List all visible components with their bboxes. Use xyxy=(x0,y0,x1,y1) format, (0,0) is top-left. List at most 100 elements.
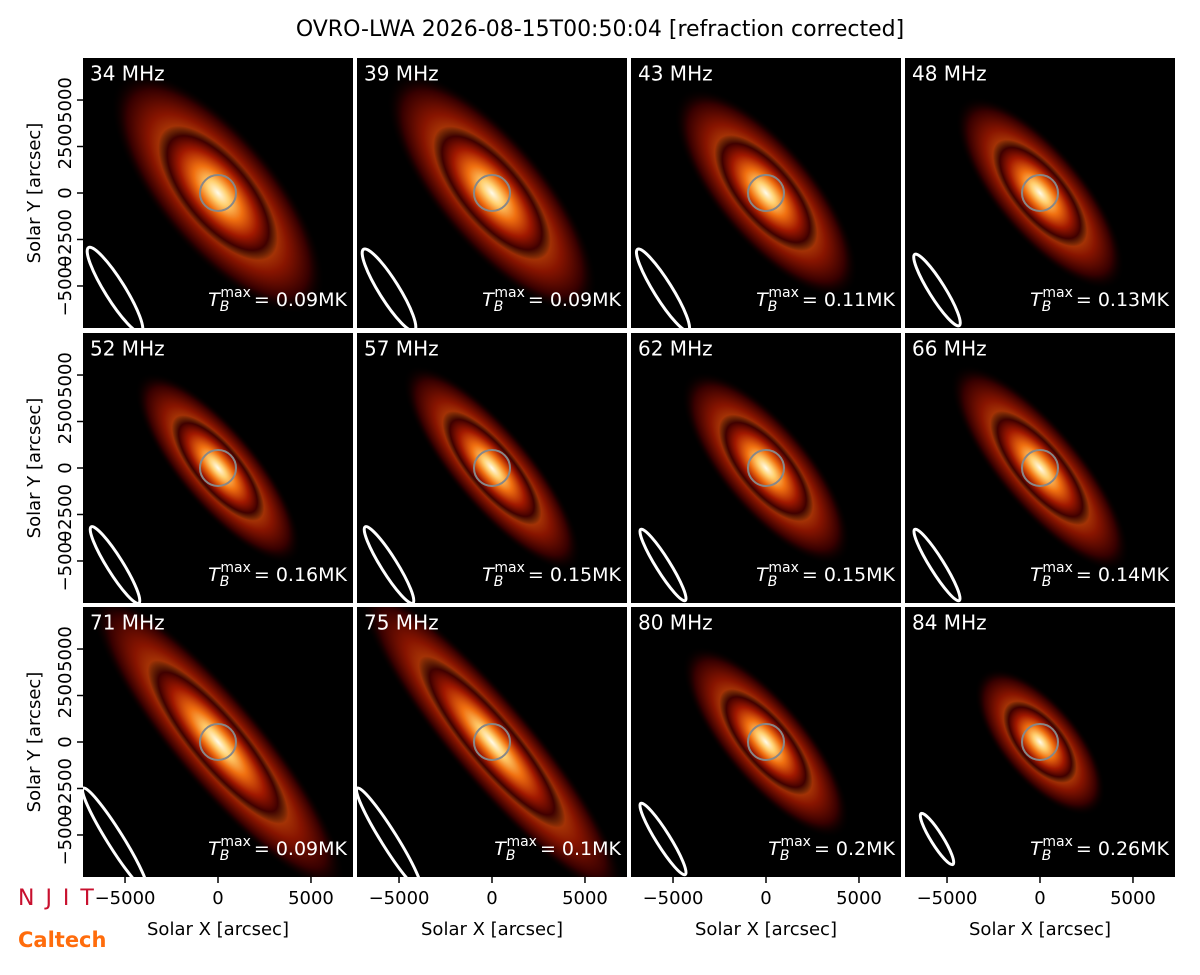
tb-symbol: T xyxy=(1030,564,1043,586)
emission-core xyxy=(418,656,566,828)
y-tick-label: −5000 xyxy=(55,531,76,592)
x-tick-label: 0 xyxy=(760,888,771,909)
tb-superscript: max xyxy=(220,285,251,301)
beam xyxy=(360,247,418,328)
emission-core xyxy=(433,126,551,260)
beam xyxy=(638,527,688,603)
emission-core xyxy=(719,688,813,796)
tb-superscript: max xyxy=(1042,560,1073,576)
tb-max-label: TBmax = 0.15MK xyxy=(482,560,621,590)
tb-max-label: TBmax = 0.09MK xyxy=(482,285,621,315)
tb-superscript: max xyxy=(494,560,525,576)
y-tick-label: 0 xyxy=(55,187,76,198)
figure-title: OVRO-LWA 2026-08-15T00:50:04 [refraction… xyxy=(296,17,904,42)
logo-njit: N J I T xyxy=(18,886,96,911)
panel-label: 75 MHz xyxy=(364,611,439,635)
panel-label: 52 MHz xyxy=(90,337,165,361)
beam xyxy=(918,811,956,867)
tb-max-label: TBmax = 0.09MK xyxy=(208,285,347,315)
panel: 84 MHz TBmax = 0.26MK −5000 0 5000 Solar X [ar… xyxy=(905,607,1175,940)
panel-label: 57 MHz xyxy=(364,337,439,361)
beam xyxy=(85,245,145,328)
tb-max-label: TBmax = 0.15MK xyxy=(756,560,895,590)
emission-core xyxy=(718,414,814,522)
tb-superscript: max xyxy=(768,285,799,301)
x-tick-label: 5000 xyxy=(562,888,608,909)
x-tick-label: −5000 xyxy=(643,888,704,909)
tb-value: = 0.15MK xyxy=(528,564,622,586)
tb-symbol: T xyxy=(1030,838,1043,860)
panel-label: 62 MHz xyxy=(638,337,713,361)
tb-subscript: B xyxy=(768,574,778,590)
tb-subscript: B xyxy=(768,299,778,315)
tb-symbol: T xyxy=(756,564,769,586)
tb-value: = 0.09MK xyxy=(254,838,348,860)
emission-core xyxy=(158,125,278,261)
x-tick-label: −5000 xyxy=(95,888,156,909)
image xyxy=(918,668,1106,867)
solar-disk xyxy=(473,723,511,761)
tb-symbol: T xyxy=(208,564,221,586)
emission-core xyxy=(171,415,265,521)
tb-symbol: T xyxy=(768,838,781,860)
tb-value: = 0.15MK xyxy=(802,564,896,586)
tb-max-label: TBmax = 0.09MK xyxy=(208,834,347,864)
y-tick-label: 5000 xyxy=(55,626,76,672)
panel-label: 80 MHz xyxy=(638,611,713,635)
solar-disk xyxy=(1021,723,1059,761)
solar-disk xyxy=(473,174,511,212)
y-tick-label: 2500 xyxy=(55,124,76,170)
tb-symbol: T xyxy=(208,289,221,311)
panel: 48 MHz TBmax = 0.13MK xyxy=(905,58,1175,328)
panel: 62 MHz TBmax = 0.15MK xyxy=(631,333,901,603)
solar-disk xyxy=(1021,449,1059,487)
tb-superscript: max xyxy=(1042,834,1073,850)
image xyxy=(912,96,1125,328)
tb-value: = 0.16MK xyxy=(254,564,348,586)
tb-value: = 0.09MK xyxy=(528,289,622,311)
panel: 39 MHz TBmax = 0.09MK xyxy=(357,58,627,328)
y-tick-label: −5000 xyxy=(55,805,76,866)
emission-core xyxy=(714,134,818,252)
tb-symbol: T xyxy=(208,838,221,860)
beam xyxy=(634,247,692,328)
solar-disk xyxy=(199,723,237,761)
x-tick-label: 0 xyxy=(1034,888,1045,909)
tb-symbol: T xyxy=(482,289,495,311)
image xyxy=(362,365,582,603)
image xyxy=(88,372,301,603)
x-tick-label: 5000 xyxy=(288,888,334,909)
y-tick-label: 5000 xyxy=(55,77,76,123)
tb-subscript: B xyxy=(1042,574,1052,590)
tb-superscript: max xyxy=(220,560,251,576)
x-tick-label: −5000 xyxy=(369,888,430,909)
tb-superscript: max xyxy=(780,834,811,850)
tb-max-label: TBmax = 0.26MK xyxy=(1030,834,1169,864)
tb-superscript: max xyxy=(1042,285,1073,301)
panel: 75 MHz TBmax = 0.1MK −5000 0 5000 Solar X [arc… xyxy=(357,607,627,940)
emission-core xyxy=(992,139,1088,247)
tb-symbol: T xyxy=(482,564,495,586)
panel: 80 MHz TBmax = 0.2MK −5000 0 5000 Solar X [arc… xyxy=(631,607,901,940)
panel-label: 39 MHz xyxy=(364,62,439,86)
image xyxy=(357,607,625,877)
y-tick-label: −2500 xyxy=(55,758,76,819)
y-tick-label: 0 xyxy=(55,736,76,747)
x-axis-label: Solar X [arcsec] xyxy=(969,919,1111,940)
tb-subscript: B xyxy=(494,299,504,315)
tb-superscript: max xyxy=(506,834,537,850)
tb-max-label: TBmax = 0.2MK xyxy=(768,834,895,864)
tb-symbol: T xyxy=(494,838,507,860)
tb-max-label: TBmax = 0.11MK xyxy=(756,285,895,315)
solar-disk xyxy=(747,449,785,487)
solar-disk xyxy=(747,723,785,761)
y-tick-label: −2500 xyxy=(55,484,76,545)
tb-symbol: T xyxy=(756,289,769,311)
logo-caltech: Caltech xyxy=(18,928,106,952)
tb-superscript: max xyxy=(494,285,525,301)
tb-symbol: T xyxy=(1030,289,1043,311)
panel-label: 34 MHz xyxy=(90,62,165,86)
image xyxy=(360,72,598,328)
x-axis-label: Solar X [arcsec] xyxy=(421,919,563,940)
panel: 57 MHz TBmax = 0.15MK xyxy=(357,333,627,603)
